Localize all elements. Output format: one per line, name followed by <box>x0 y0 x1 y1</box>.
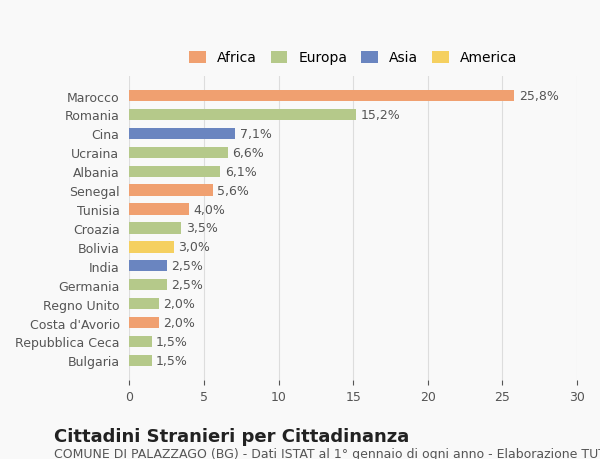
Text: 2,5%: 2,5% <box>171 260 203 273</box>
Legend: Africa, Europa, Asia, America: Africa, Europa, Asia, America <box>182 45 524 72</box>
Text: 1,5%: 1,5% <box>156 354 188 367</box>
Text: 1,5%: 1,5% <box>156 335 188 348</box>
Text: 4,0%: 4,0% <box>193 203 225 216</box>
Bar <box>129 355 152 366</box>
Bar <box>129 336 152 347</box>
Bar <box>129 317 159 329</box>
Bar <box>129 223 181 234</box>
Text: 3,5%: 3,5% <box>186 222 218 235</box>
Text: 6,1%: 6,1% <box>225 165 257 179</box>
Bar <box>129 91 514 102</box>
Text: COMUNE DI PALAZZAGO (BG) - Dati ISTAT al 1° gennaio di ogni anno - Elaborazione : COMUNE DI PALAZZAGO (BG) - Dati ISTAT al… <box>54 448 600 459</box>
Bar <box>129 242 174 253</box>
Text: 15,2%: 15,2% <box>361 109 400 122</box>
Text: 2,5%: 2,5% <box>171 279 203 291</box>
Text: 2,0%: 2,0% <box>164 316 196 330</box>
Bar <box>129 280 167 291</box>
Bar <box>129 298 159 310</box>
Text: 2,0%: 2,0% <box>164 297 196 310</box>
Text: 5,6%: 5,6% <box>217 184 249 197</box>
Bar <box>129 261 167 272</box>
Text: 3,0%: 3,0% <box>178 241 211 254</box>
Bar <box>129 204 189 215</box>
Bar <box>129 110 356 121</box>
Bar <box>129 166 220 178</box>
Text: 6,6%: 6,6% <box>232 146 264 159</box>
Bar <box>129 147 228 159</box>
Text: 25,8%: 25,8% <box>519 90 559 103</box>
Bar <box>129 129 235 140</box>
Bar <box>129 185 213 196</box>
Text: Cittadini Stranieri per Cittadinanza: Cittadini Stranieri per Cittadinanza <box>54 427 409 445</box>
Text: 7,1%: 7,1% <box>239 128 272 140</box>
